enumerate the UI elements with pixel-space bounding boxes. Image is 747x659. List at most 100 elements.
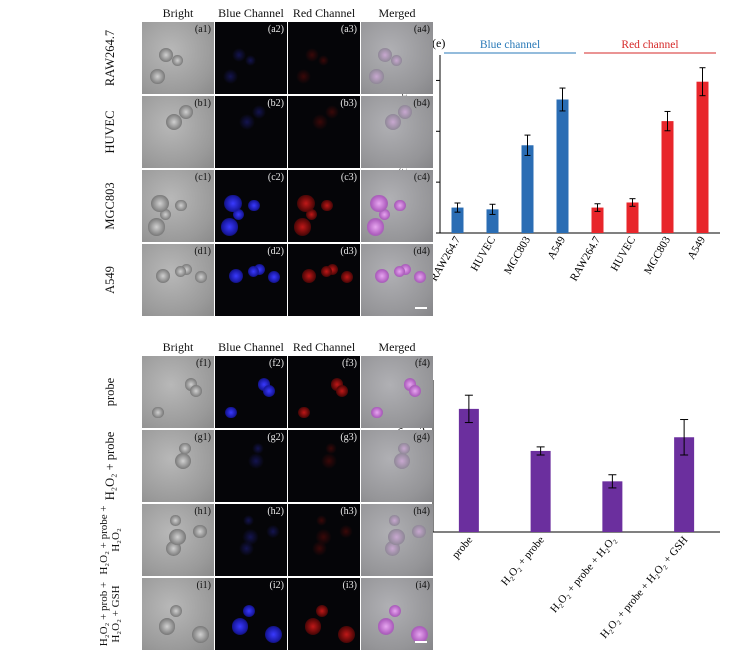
cell-blob <box>325 442 338 455</box>
panel-tag: (h1) <box>194 506 211 517</box>
panel-tag: (f4) <box>415 358 430 369</box>
cell-blob <box>169 605 182 618</box>
micrograph-bright: (i1) <box>142 578 214 650</box>
x-tick-label: HUVEC <box>469 235 498 274</box>
column-header: Bright <box>162 6 194 20</box>
panel-tag: (f3) <box>342 358 357 369</box>
cell-blob <box>228 268 244 284</box>
micrograph-blue: (f2) <box>215 356 287 428</box>
cell-blob <box>304 618 322 636</box>
cell-blob <box>232 208 244 220</box>
cell-blob <box>175 199 187 212</box>
micrograph-red: (b3) <box>288 96 360 168</box>
panel-tag: (d1) <box>194 246 211 257</box>
cell-blob <box>304 48 319 63</box>
cell-blob <box>158 618 176 636</box>
cell-blob <box>268 271 281 284</box>
panel-tag: (i4) <box>415 580 430 591</box>
panel-tag: (g4) <box>413 432 430 443</box>
cell-blob <box>224 406 237 419</box>
cell-blob <box>311 113 328 130</box>
cell-blob <box>336 384 349 397</box>
column-header: Red Channel <box>292 340 356 354</box>
bar <box>521 145 534 233</box>
micrograph-merged: (g4) <box>361 430 433 502</box>
row-label: RAW264.7 <box>103 29 117 87</box>
micrograph-red: (i3) <box>288 578 360 650</box>
x-tick-label: H₂O₂ + probe <box>499 534 547 588</box>
cell-blob <box>316 515 327 526</box>
cell-blob <box>388 528 406 546</box>
cell-blob <box>412 524 426 539</box>
column-header: Blue Channel <box>218 340 284 354</box>
cell-blob <box>180 263 192 276</box>
micrograph-merged: (a4) <box>361 22 433 94</box>
cell-blob <box>399 263 411 276</box>
panel-tag: (i1) <box>196 580 211 591</box>
cell-blob <box>253 263 265 276</box>
panel-tag: (c3) <box>340 172 357 183</box>
cell-blob <box>315 605 328 618</box>
cell-blob <box>324 104 339 119</box>
cell-blob <box>409 384 422 397</box>
cell-blob <box>169 528 187 546</box>
micrograph-red: (h3) <box>288 504 360 576</box>
micrograph-blue: (g2) <box>215 430 287 502</box>
cell-blob <box>158 48 173 63</box>
bar <box>602 481 623 532</box>
micrograph-bright: (f1) <box>142 356 214 428</box>
panel-tag: (d4) <box>413 246 430 257</box>
micrograph-bright: (g1) <box>142 430 214 502</box>
cell-blob <box>223 68 239 84</box>
column-header: Merged <box>378 340 416 354</box>
bar <box>626 202 639 233</box>
x-tick-label: A549 <box>545 234 568 262</box>
cell-blob <box>315 528 333 546</box>
cell-blob <box>220 218 239 236</box>
cell-blob <box>341 271 354 284</box>
cell-blob <box>172 55 183 67</box>
cell-blob <box>242 528 260 546</box>
micrograph-merged: (b4) <box>361 96 433 168</box>
cell-blob <box>193 524 207 539</box>
panel-tag: (h3) <box>340 506 357 517</box>
cell-blob <box>393 453 410 470</box>
panel-tag: (h4) <box>413 506 430 517</box>
micrograph-blue: (h2) <box>215 504 287 576</box>
micrograph-blue: (b2) <box>215 96 287 168</box>
cell-blob <box>245 55 256 67</box>
cell-blob <box>293 218 312 236</box>
panel-tag: (a2) <box>267 24 284 35</box>
cell-blob <box>377 48 392 63</box>
cell-blob <box>147 218 166 236</box>
cell-blob <box>393 266 405 278</box>
cell-blob <box>338 626 355 643</box>
cell-blob <box>391 55 402 67</box>
cell-blob <box>296 68 312 84</box>
panel-tag: (g3) <box>340 432 357 443</box>
micrograph-red: (d3) <box>288 244 360 316</box>
panel-tag: (d3) <box>340 246 357 257</box>
cell-blob <box>263 384 276 397</box>
panel-tag: (g2) <box>267 432 284 443</box>
x-tick-label: MGC803 <box>502 234 533 276</box>
micrograph-merged: (d4) <box>361 244 433 316</box>
micrograph-bright: (d1) <box>142 244 214 316</box>
cell-blob <box>321 199 333 212</box>
row-label: MGC803 <box>103 182 117 230</box>
scale-bar <box>415 307 427 309</box>
panel-tag: (b1) <box>194 98 211 109</box>
cell-blob <box>320 266 332 278</box>
cell-blob <box>378 208 390 220</box>
panel-tag: (c1) <box>194 172 211 183</box>
panel-tag: (h2) <box>267 506 284 517</box>
cell-blob <box>384 113 401 130</box>
x-tick-label: HUVEC <box>609 235 638 274</box>
cell-blob <box>369 68 385 84</box>
cell-blob <box>266 524 280 539</box>
panel-tag: (d2) <box>267 246 284 257</box>
row-label: A549 <box>103 266 117 294</box>
cell-blob <box>301 268 317 284</box>
cell-blob <box>398 442 411 455</box>
